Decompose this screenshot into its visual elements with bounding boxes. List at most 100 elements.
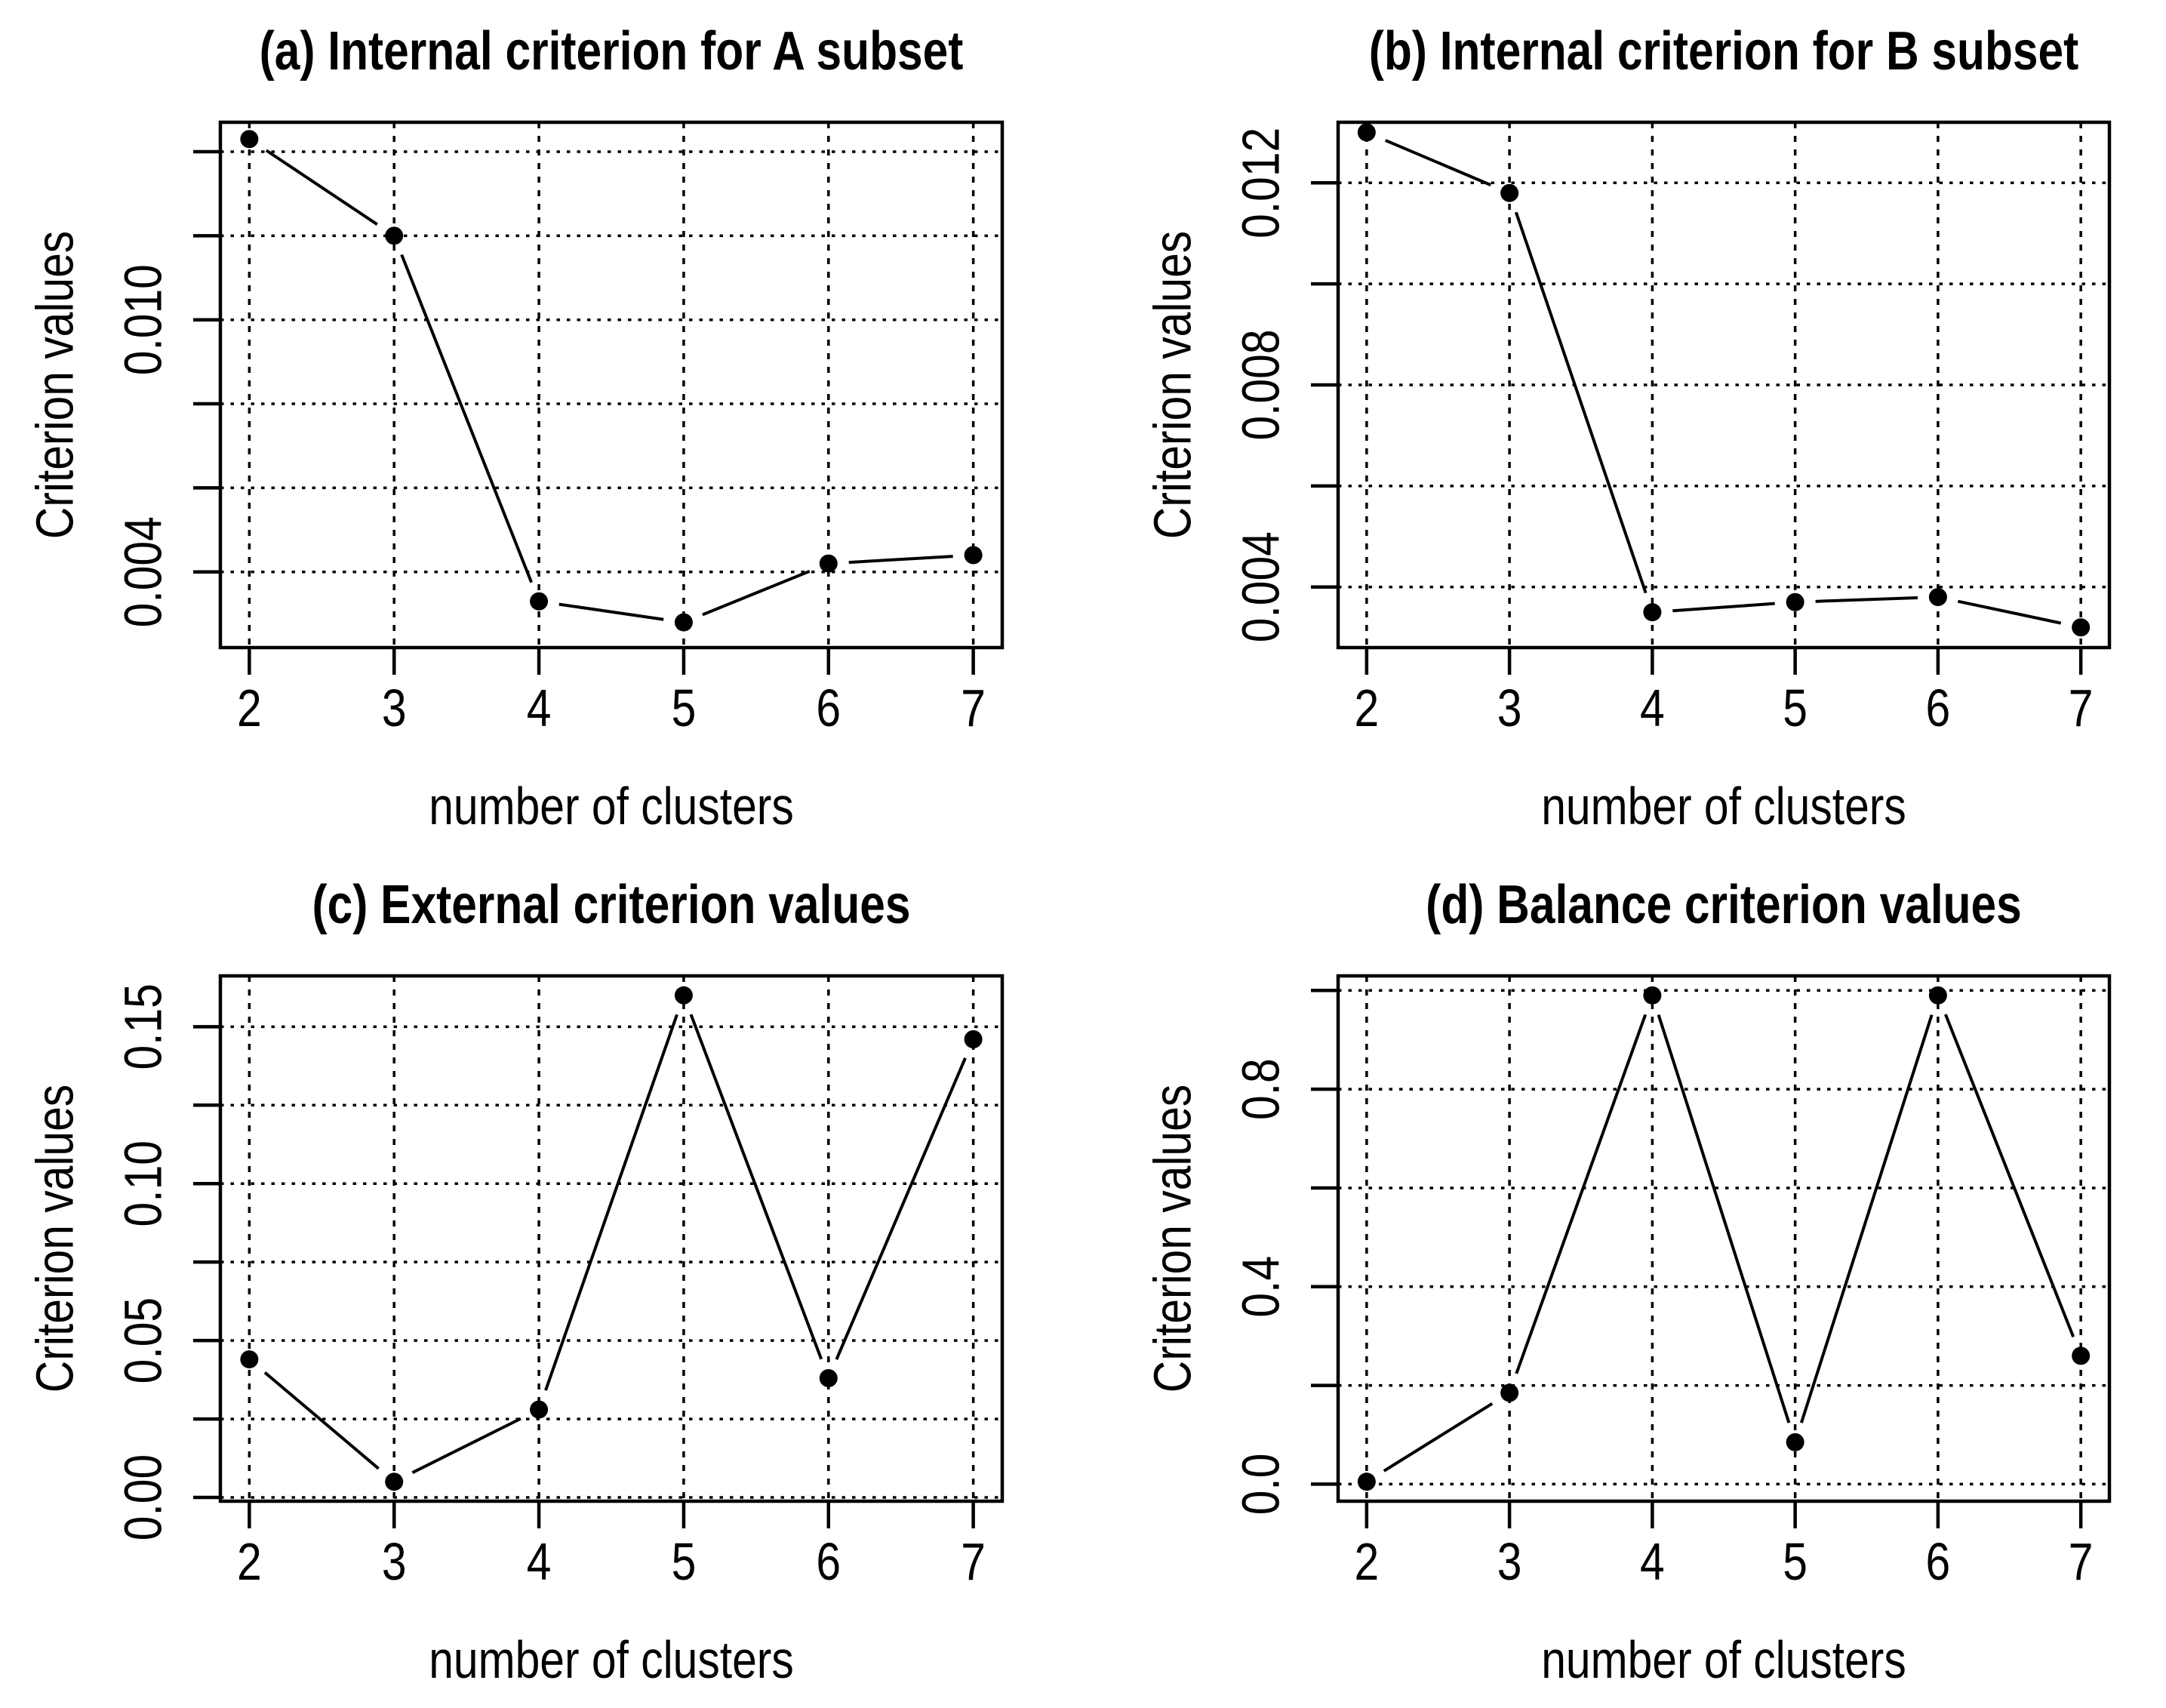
data-point-marker (2072, 1346, 2091, 1365)
y-tick-label: 0.008 (1231, 329, 1291, 440)
x-tick-label: 6 (816, 678, 841, 737)
panel-balance-criterion: 2 3 4 5 6 7 0.0 0.4 0.8 (d) Balance criterion val… (1083, 854, 2166, 1708)
chart-title-d: (d) Balance criterion values (1426, 875, 2022, 935)
series-segment (1384, 139, 1492, 186)
chart-canvas-c: 2 3 4 5 6 7 0.00 0.05 0.10 0.15 (c) External crite… (25, 875, 1005, 1689)
series-segment (263, 1371, 380, 1470)
series-segment (1943, 1014, 2075, 1337)
x-tick-label: 5 (1783, 678, 1808, 737)
data-point-marker (1357, 123, 1376, 142)
series-segment (835, 1057, 967, 1360)
x-tick-label: 4 (1640, 678, 1665, 737)
x-axis-label: number of clusters (1541, 1630, 1906, 1689)
x-tick-label: 3 (382, 1531, 407, 1591)
y-tick-label: 0.10 (113, 1140, 173, 1226)
series-c (240, 986, 983, 1491)
data-point-marker (2072, 618, 2091, 637)
x-axis-label: number of clusters (1541, 776, 1906, 836)
x-tick-label: 4 (527, 1531, 552, 1591)
data-point-marker (1786, 1433, 1804, 1451)
data-point-marker (1357, 1473, 1376, 1491)
data-point-marker (1928, 588, 1947, 607)
x-tick-label: 5 (672, 678, 697, 737)
data-point-marker (530, 1400, 549, 1419)
grid-c (220, 976, 1002, 1501)
y-axis-label: Criterion values (25, 1085, 85, 1393)
series-segment (1657, 1014, 1791, 1423)
x-tick-label: 2 (1355, 678, 1380, 737)
data-point-marker (674, 613, 693, 632)
panel-internal-criterion-b: 2 3 4 5 6 7 0.004 0.008 0.012 (b) Internal criter… (1083, 0, 2166, 854)
y-tick-label: 0.00 (113, 1454, 173, 1540)
y-tick-label: 0.05 (113, 1297, 173, 1383)
grid-d (1338, 976, 2109, 1501)
series-a (240, 130, 983, 632)
x-tick-label: 4 (527, 678, 552, 737)
data-point-marker (240, 130, 259, 149)
series-segment (702, 569, 811, 617)
x-tick-label: 5 (672, 1531, 697, 1591)
axes-d: 2 3 4 5 6 7 0.0 0.4 0.8 (1231, 989, 2094, 1591)
grid-b (1338, 122, 2109, 648)
data-point-marker (1500, 183, 1519, 202)
x-tick-label: 7 (2069, 678, 2094, 737)
y-tick-label: 0.8 (1231, 1058, 1291, 1120)
x-tick-label: 6 (1926, 1531, 1951, 1591)
series-segment (1672, 602, 1775, 613)
data-point-marker (1928, 986, 1947, 1005)
plot-box-c (218, 974, 1005, 1503)
series-d (1357, 986, 2091, 1491)
y-axis-label: Criterion values (1143, 1085, 1202, 1393)
panel-external-criterion: 2 3 4 5 6 7 0.00 0.05 0.10 0.15 (c) External crite… (0, 854, 1083, 1708)
plot-box-b (1336, 120, 2112, 650)
chart-title-c: (c) External criterion values (312, 875, 910, 935)
x-tick-label: 7 (2069, 1531, 2094, 1591)
grid-a (220, 122, 1002, 648)
y-tick-label: 0.012 (1231, 128, 1291, 239)
panel-internal-criterion-a: 2 3 4 5 6 7 0.004 0.010 (a) Internal criterion f… (0, 0, 1083, 854)
x-tick-label: 3 (382, 678, 407, 737)
series-segment (1515, 1014, 1648, 1374)
x-axis-label: number of clusters (429, 1630, 794, 1689)
data-point-marker (385, 1473, 404, 1491)
series-segment (411, 1417, 522, 1474)
data-point-marker (1786, 592, 1804, 611)
data-point-marker (674, 986, 693, 1005)
chart-canvas-a: 2 3 4 5 6 7 0.004 0.010 (a) Internal criterion f… (25, 21, 1005, 836)
chart-canvas-d: 2 3 4 5 6 7 0.0 0.4 0.8 (d) Balance criterion val… (1143, 875, 2112, 1689)
axes-a: 2 3 4 5 6 7 0.004 0.010 (113, 149, 986, 737)
data-point-marker (385, 226, 404, 245)
x-tick-label: 3 (1497, 678, 1522, 737)
y-tick-label: 0.0 (1231, 1454, 1291, 1516)
chart-title-a: (a) Internal criterion for A subset (260, 21, 964, 82)
series-segment (1383, 1402, 1494, 1473)
y-tick-label: 0.4 (1231, 1256, 1291, 1318)
series-segment (689, 1014, 823, 1360)
x-tick-label: 3 (1497, 1531, 1522, 1591)
series-segment (558, 602, 664, 621)
data-point-marker (1643, 986, 1662, 1005)
series-segment (400, 254, 533, 583)
y-axis-label: Criterion values (25, 231, 85, 539)
series-segment (1957, 599, 2062, 625)
x-tick-label: 6 (1926, 678, 1951, 737)
y-tick-label: 0.004 (113, 516, 173, 627)
series-segment (1514, 211, 1648, 594)
data-point-marker (530, 592, 549, 611)
data-point-marker (819, 1369, 838, 1388)
x-tick-label: 7 (961, 678, 986, 737)
data-point-marker (964, 1029, 983, 1048)
data-point-marker (1500, 1383, 1519, 1402)
x-tick-label: 5 (1783, 1531, 1808, 1591)
data-point-marker (964, 546, 983, 565)
y-tick-label: 0.010 (113, 264, 173, 375)
axes-b: 2 3 4 5 6 7 0.004 0.008 0.012 (1231, 128, 2094, 737)
x-tick-label: 6 (816, 1531, 841, 1591)
x-tick-label: 2 (237, 678, 262, 737)
y-tick-label: 0.15 (113, 983, 173, 1069)
series-segment (265, 149, 378, 226)
chart-canvas-b: 2 3 4 5 6 7 0.004 0.008 0.012 (b) Internal criter… (1143, 21, 2112, 836)
x-tick-label: 4 (1640, 1531, 1665, 1591)
axes-c: 2 3 4 5 6 7 0.00 0.05 0.10 0.15 (113, 983, 986, 1591)
